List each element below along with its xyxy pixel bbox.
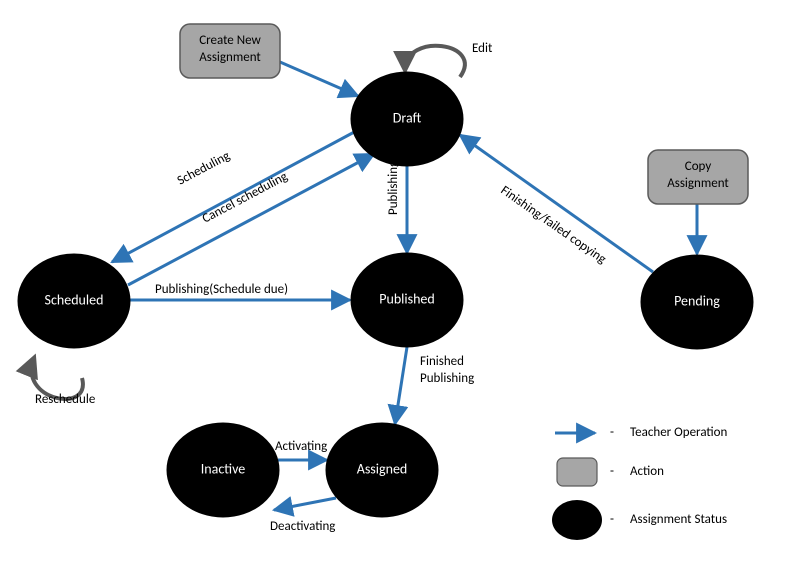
edge-label-draft_sched: Scheduling bbox=[175, 148, 233, 188]
legend-teacher-op: Teacher Operation bbox=[630, 425, 728, 440]
edge-label-inactive_assigned: Activating bbox=[275, 439, 327, 454]
edge-label-draft_pub: Publishing bbox=[386, 161, 401, 215]
legend-action-icon bbox=[557, 458, 597, 486]
legend-dash-2: - bbox=[610, 464, 614, 479]
state-label-published: Published bbox=[379, 290, 435, 307]
edge-pub_assigned bbox=[395, 347, 407, 424]
edge-label-pub_assigned: Finished bbox=[420, 354, 464, 369]
loop-reschedule-label: Reschedule bbox=[35, 392, 95, 407]
legend-dash-1: - bbox=[610, 425, 614, 440]
legend-status: Assignment Status bbox=[630, 512, 727, 527]
edge-pending_draft bbox=[460, 135, 653, 272]
loop-edit-label: Edit bbox=[472, 41, 493, 56]
legend-action: Action bbox=[630, 464, 664, 479]
state-label-scheduled: Scheduled bbox=[45, 291, 104, 308]
edge-assigned_inactive bbox=[274, 498, 336, 510]
action-label1-copy: Copy bbox=[685, 159, 712, 174]
action-label2-create: Assignment bbox=[199, 50, 261, 65]
edge-create_draft bbox=[280, 62, 358, 96]
action-label1-create: Create New bbox=[199, 33, 261, 48]
edge-label-pending_draft: Finishing/failed copying bbox=[498, 183, 609, 267]
state-label-draft: Draft bbox=[393, 109, 422, 126]
edge-label-sched_draft: Cancel scheduling bbox=[200, 169, 290, 227]
state-label-assigned: Assigned bbox=[357, 460, 408, 477]
state-label-pending: Pending bbox=[674, 292, 720, 309]
legend: - Teacher Operation - Action - Assignment Sta… bbox=[552, 425, 728, 540]
edge-label-assigned_inactive: Deactivating bbox=[270, 519, 335, 534]
legend-dash-3: - bbox=[610, 512, 614, 527]
state-label-inactive: Inactive bbox=[201, 460, 245, 477]
edge-sched_draft bbox=[128, 154, 374, 285]
state-nodes: Draft Scheduled Published Pending Inactive As… bbox=[18, 72, 753, 517]
legend-status-icon bbox=[552, 500, 602, 540]
edge-label2-pub_assigned: Publishing bbox=[420, 371, 474, 386]
edge-label-sched_pub: Publishing(Schedule due) bbox=[155, 282, 288, 297]
action-boxes: Create New Assignment Copy Assignment bbox=[180, 24, 748, 204]
action-label2-copy: Assignment bbox=[667, 176, 729, 191]
state-diagram: SchedulingCancel scheduling Publishing Pub… bbox=[0, 0, 800, 586]
